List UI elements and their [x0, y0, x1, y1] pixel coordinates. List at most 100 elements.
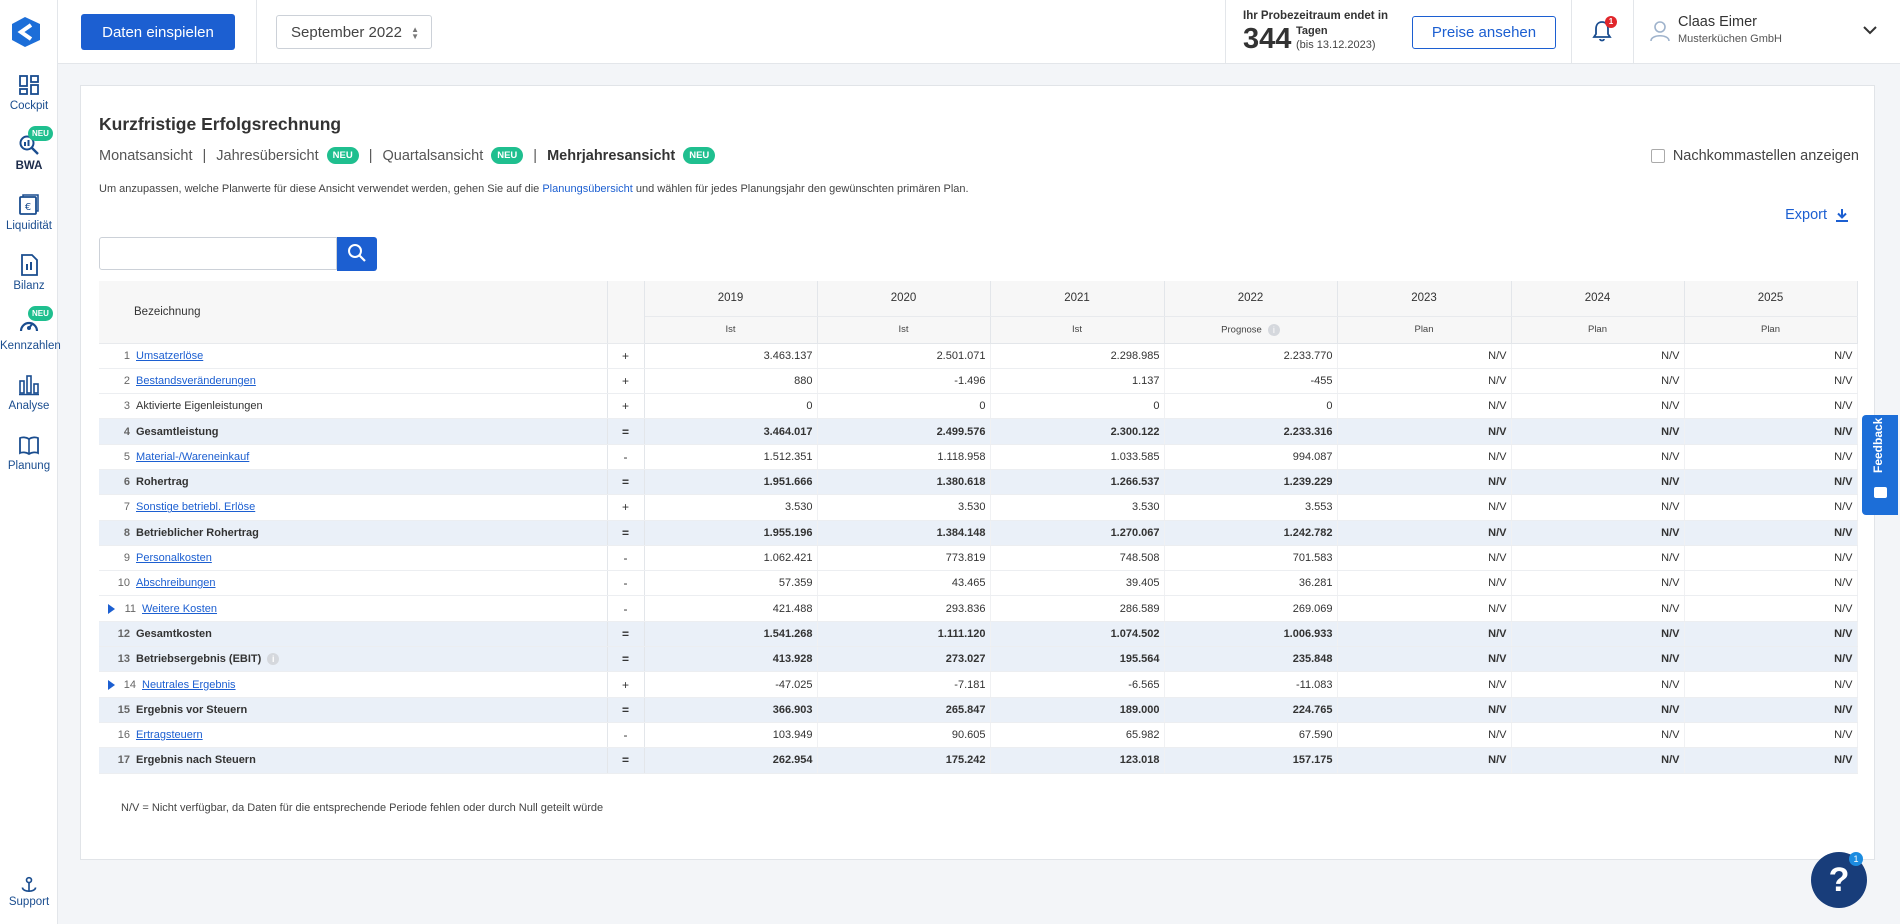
- row-label[interactable]: Abschreibungen: [136, 577, 216, 590]
- row-number: 10: [117, 577, 130, 590]
- value-cell: N/V: [1684, 343, 1858, 369]
- chevron-down-icon[interactable]: [1862, 22, 1878, 38]
- value-cell: 103.949: [644, 722, 818, 749]
- help-button[interactable]: ?: [1811, 852, 1867, 908]
- value-cell: N/V: [1511, 747, 1685, 774]
- row-sign: =: [607, 520, 645, 546]
- table-row: 4 Gesamtleistung = 3.464.017 2.499.576 2.300.…: [99, 418, 1858, 445]
- value-cell: N/V: [1511, 722, 1685, 749]
- row-sign: =: [607, 747, 645, 774]
- trial-until: (bis 13.12.2023): [1296, 39, 1376, 51]
- table-body: 1 Umsatzerlöse +3.463.137 2.501.071 2.298.98…: [99, 343, 1858, 774]
- sidebar-item-support[interactable]: Support: [0, 876, 58, 924]
- sidebar-item-analyse[interactable]: Analyse: [0, 374, 58, 430]
- value-cell: 3.464.017: [644, 418, 818, 445]
- value-cell: N/V: [1511, 520, 1685, 546]
- table-row: 7 Sonstige betriebl. Erlöse +3.530 3.530 3.5…: [99, 494, 1858, 521]
- value-cell: N/V: [1511, 697, 1685, 723]
- row-label[interactable]: Ertragsteuern: [136, 729, 203, 742]
- row-label[interactable]: Umsatzerlöse: [136, 349, 204, 362]
- value-cell: 3.530: [817, 494, 991, 521]
- row-number: 16: [117, 729, 130, 742]
- tab-mehrjahresansicht[interactable]: Mehrjahresansicht NEU: [547, 147, 716, 164]
- row-name-cell: 5 Material-/Wareneinkauf: [99, 444, 608, 470]
- search-button[interactable]: [337, 237, 377, 271]
- new-badge: NEU: [491, 147, 524, 164]
- row-sign: +: [607, 393, 645, 420]
- row-number: 4: [123, 425, 130, 438]
- value-cell: 773.819: [817, 545, 991, 572]
- row-name-cell: 14 Neutrales Ergebnis: [99, 671, 608, 698]
- value-cell: N/V: [1511, 368, 1685, 395]
- view-prices-button[interactable]: Preise ansehen: [1412, 16, 1556, 49]
- user-icon[interactable]: [1649, 20, 1671, 42]
- app-logo[interactable]: [11, 16, 41, 48]
- value-cell: N/V: [1684, 494, 1858, 521]
- value-cell: 0: [644, 393, 818, 420]
- new-badge: NEU: [326, 147, 359, 164]
- decimals-checkbox[interactable]: [1650, 149, 1665, 163]
- value-cell: 701.583: [1164, 545, 1338, 572]
- value-cell: 366.903: [644, 697, 818, 723]
- user-name[interactable]: Claas Eimer: [1678, 14, 1757, 30]
- value-cell: N/V: [1684, 393, 1858, 420]
- row-label[interactable]: Material-/Wareneinkauf: [136, 450, 250, 463]
- tab-monatsansicht[interactable]: Monatsansicht: [99, 148, 193, 164]
- row-name-cell: 3 Aktivierte Eigenleistungen: [99, 393, 608, 420]
- month-select[interactable]: September 2022 ▲ ▼: [276, 15, 432, 49]
- info-icon[interactable]: i: [1267, 323, 1280, 336]
- row-label[interactable]: Weitere Kosten: [142, 602, 218, 615]
- value-cell: N/V: [1337, 343, 1512, 369]
- export-button[interactable]: Export: [1785, 207, 1849, 223]
- value-cell: 0: [1164, 393, 1338, 420]
- trial-unit: Tagen: [1296, 25, 1328, 37]
- row-sign: =: [607, 697, 645, 723]
- column-type: Prognose: [1221, 324, 1262, 336]
- sidebar-item-bwa[interactable]: NEU BWA: [0, 126, 58, 190]
- sidebar-item-cockpit[interactable]: Cockpit: [0, 74, 58, 130]
- sidebar-item-bilanz[interactable]: Bilanz: [0, 254, 58, 310]
- search-input[interactable]: [99, 237, 337, 270]
- value-cell: N/V: [1511, 494, 1685, 521]
- value-cell: N/V: [1337, 545, 1512, 572]
- value-cell: N/V: [1684, 520, 1858, 546]
- sidebar-item-label: Liquidität: [5, 220, 53, 232]
- value-cell: 1.270.067: [990, 520, 1165, 546]
- planning-overview-link[interactable]: Planungsübersicht: [542, 183, 633, 195]
- table-row: 1 Umsatzerlöse +3.463.137 2.501.071 2.298.98…: [99, 343, 1858, 369]
- feedback-tab[interactable]: Feedback: [1862, 415, 1898, 515]
- table-row: 12 Gesamtkosten = 1.541.268 1.111.120 1.074.5…: [99, 621, 1858, 648]
- tab-label: Mehrjahresansicht: [547, 147, 676, 164]
- row-name-cell: 6 Rohertrag: [99, 469, 608, 496]
- row-label[interactable]: Neutrales Ergebnis: [142, 678, 236, 691]
- row-label[interactable]: Bestandsveränderungen: [136, 374, 256, 387]
- value-cell: -47.025: [644, 671, 818, 698]
- row-label[interactable]: Personalkosten: [136, 552, 212, 565]
- sidebar-item-kennzahlen[interactable]: NEU Kennzahlen: [0, 306, 61, 370]
- tab-jahresuebersicht[interactable]: Jahresübersicht NEU: [216, 147, 359, 164]
- value-cell: 2.298.985: [990, 343, 1165, 369]
- value-cell: 1.062.421: [644, 545, 818, 572]
- value-cell: 1.033.585: [990, 444, 1165, 470]
- value-cell: -11.083: [1164, 671, 1338, 698]
- info-icon[interactable]: i: [267, 653, 280, 666]
- decimals-toggle[interactable]: Nachkommastellen anzeigen: [1650, 148, 1859, 164]
- value-cell: 123.018: [990, 747, 1165, 774]
- value-cell: 1.074.502: [990, 621, 1165, 648]
- value-cell: N/V: [1684, 368, 1858, 395]
- value-cell: N/V: [1337, 444, 1512, 470]
- tab-quartalsansicht[interactable]: Quartalsansicht NEU: [382, 147, 524, 164]
- row-name-cell: 10 Abschreibungen: [99, 570, 608, 597]
- value-cell: 1.266.537: [990, 469, 1165, 496]
- row-number: 8: [123, 526, 130, 539]
- row-label: Rohertrag: [136, 476, 189, 489]
- row-label[interactable]: Sonstige betriebl. Erlöse: [136, 501, 256, 514]
- expand-icon[interactable]: [108, 603, 115, 614]
- month-select-value: September 2022: [291, 24, 402, 41]
- value-cell: 994.087: [1164, 444, 1338, 470]
- sidebar-item-liquiditaet[interactable]: € Liquidität: [0, 194, 58, 250]
- row-name-cell: 11 Weitere Kosten: [99, 595, 608, 622]
- sidebar-item-planung[interactable]: Planung: [0, 434, 58, 490]
- expand-icon[interactable]: [108, 679, 115, 690]
- import-data-button[interactable]: Daten einspielen: [81, 14, 235, 50]
